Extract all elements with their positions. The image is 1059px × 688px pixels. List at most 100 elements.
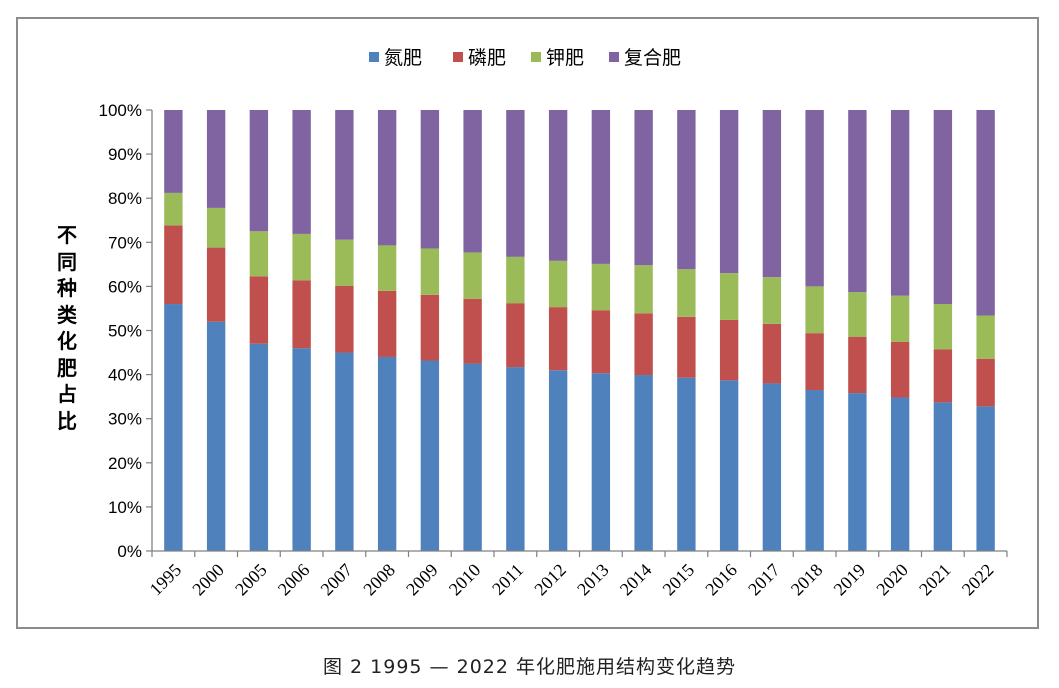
legend-label: 氮肥 (384, 47, 422, 69)
bar-2008-series-3 (377, 110, 397, 246)
legend-swatch (369, 52, 379, 62)
bar-2011-series-0 (506, 367, 525, 551)
bar-2012-series-3 (548, 110, 568, 261)
y-tick-label: 100% (99, 101, 142, 120)
bar-2022-series-2 (976, 315, 995, 359)
bar-2006-series-1 (292, 280, 311, 349)
bar-2007-series-2 (335, 239, 354, 286)
x-tick-label: 2011 (488, 560, 527, 599)
bar-2009-series-1 (420, 294, 440, 361)
y-tick-label: 30% (108, 410, 142, 429)
bar-2007-series-3 (335, 110, 354, 240)
bar-2005-series-1 (249, 276, 269, 344)
legend-swatch (453, 52, 463, 62)
bar-2020-series-0 (890, 397, 910, 551)
bar-2010-series-0 (463, 363, 482, 551)
bar-1995-series-0 (164, 304, 183, 551)
bar-2020-series-2 (890, 295, 910, 342)
x-tick-label: 2009 (402, 560, 442, 600)
bar-2000-series-2 (206, 207, 226, 248)
x-tick-label: 2005 (231, 560, 271, 600)
y-tick-label: 70% (108, 233, 142, 252)
bar-2016-series-1 (719, 319, 739, 381)
bar-2008-series-2 (377, 245, 397, 291)
bar-2017-series-0 (762, 383, 782, 551)
bar-1995-series-1 (164, 225, 183, 305)
bar-2013-series-1 (591, 310, 611, 374)
bar-2012-series-1 (548, 307, 568, 371)
x-tick-label: 2021 (915, 560, 955, 600)
bar-2014-series-3 (634, 110, 653, 266)
bar-2006-series-3 (292, 110, 311, 234)
x-axis: 1995 2000 2005 2006 2007 2008 2009 2010 2011 2012… (146, 550, 1008, 600)
bar-2020-series-1 (890, 341, 910, 398)
x-tick-label: 2013 (573, 560, 613, 600)
bar-2006-series-0 (292, 348, 311, 551)
figure-caption: 图 2 1995 — 2022 年化肥施用结构变化趋势 (323, 656, 736, 678)
bar-2007-series-0 (335, 352, 354, 551)
bar-2006-series-2 (292, 233, 311, 281)
bar-2021-series-3 (933, 110, 953, 305)
bar-2000-series-0 (206, 321, 226, 551)
bar-2016-series-2 (719, 273, 739, 320)
bar-2018-series-1 (805, 333, 824, 391)
bar-2015-series-1 (677, 316, 696, 378)
bar-2011-series-2 (506, 256, 525, 304)
bar-2013-series-0 (591, 373, 611, 551)
bar-2015-series-0 (677, 377, 696, 551)
x-tick-label: 2022 (958, 560, 998, 600)
y-tick-label: 80% (108, 189, 142, 208)
bar-2015-series-2 (677, 269, 696, 317)
y-tick-label: 50% (108, 322, 142, 341)
bar-2005-series-2 (249, 231, 269, 277)
bar-2008-series-0 (377, 356, 397, 551)
x-tick-label: 2006 (274, 560, 314, 600)
bar-2019-series-0 (848, 393, 867, 551)
bars (164, 110, 995, 551)
bar-2022-series-3 (976, 110, 995, 316)
bar-2012-series-2 (548, 260, 568, 308)
y-tick-label: 0% (117, 542, 142, 561)
bar-1995-series-2 (164, 192, 183, 226)
bar-2019-series-2 (848, 292, 867, 337)
legend-label: 复合肥 (624, 47, 681, 69)
legend-label: 钾肥 (546, 47, 584, 69)
bar-2013-series-3 (591, 110, 611, 264)
bar-2010-series-3 (463, 110, 482, 253)
bar-2021-series-2 (933, 304, 953, 350)
legend-swatch (531, 52, 541, 62)
legend-swatch (609, 52, 619, 62)
y-tick-label: 60% (108, 277, 142, 296)
legend: 氮肥 磷肥 钾肥 复合肥 (369, 47, 681, 69)
chart-frame: 氮肥 磷肥 钾肥 复合肥 0% 10% 20% 30% 40% 50% 60% 70% 80% 90% 1… (16, 17, 1039, 629)
x-tick-label: 2015 (659, 560, 699, 600)
x-tick-label: 2010 (445, 560, 485, 600)
bar-2016-series-0 (719, 380, 739, 551)
y-tick-label: 90% (108, 145, 142, 164)
bar-2018-series-2 (805, 286, 824, 334)
bar-2008-series-1 (377, 290, 397, 357)
x-tick-label: 2016 (701, 560, 741, 600)
bar-2010-series-2 (463, 252, 482, 299)
bar-2019-series-1 (848, 336, 867, 394)
y-axis: 0% 10% 20% 30% 40% 50% 60% 70% 80% 90% 100% (99, 101, 153, 561)
bar-2017-series-1 (762, 323, 782, 384)
bar-2018-series-0 (805, 390, 824, 551)
bar-2009-series-2 (420, 248, 440, 295)
x-tick-label: 2020 (872, 560, 912, 600)
y-axis-label: 不同种类化肥占比 (57, 223, 77, 433)
bar-2005-series-0 (249, 343, 269, 551)
x-tick-label: 1995 (146, 560, 186, 600)
bar-2000-series-1 (206, 247, 226, 322)
bar-2021-series-1 (933, 349, 953, 403)
bar-2009-series-3 (420, 110, 440, 249)
bar-2017-series-3 (762, 110, 782, 278)
bar-2007-series-1 (335, 285, 354, 353)
bar-2011-series-1 (506, 303, 525, 368)
x-tick-label: 2000 (188, 560, 228, 600)
bar-2009-series-0 (420, 360, 440, 551)
stacked-bar-chart: 氮肥 磷肥 钾肥 复合肥 0% 10% 20% 30% 40% 50% 60% 70% 80% 90% 1… (99, 47, 1008, 600)
x-tick-label: 2008 (359, 560, 399, 600)
bar-2012-series-0 (548, 370, 568, 551)
bar-2022-series-0 (976, 406, 995, 551)
